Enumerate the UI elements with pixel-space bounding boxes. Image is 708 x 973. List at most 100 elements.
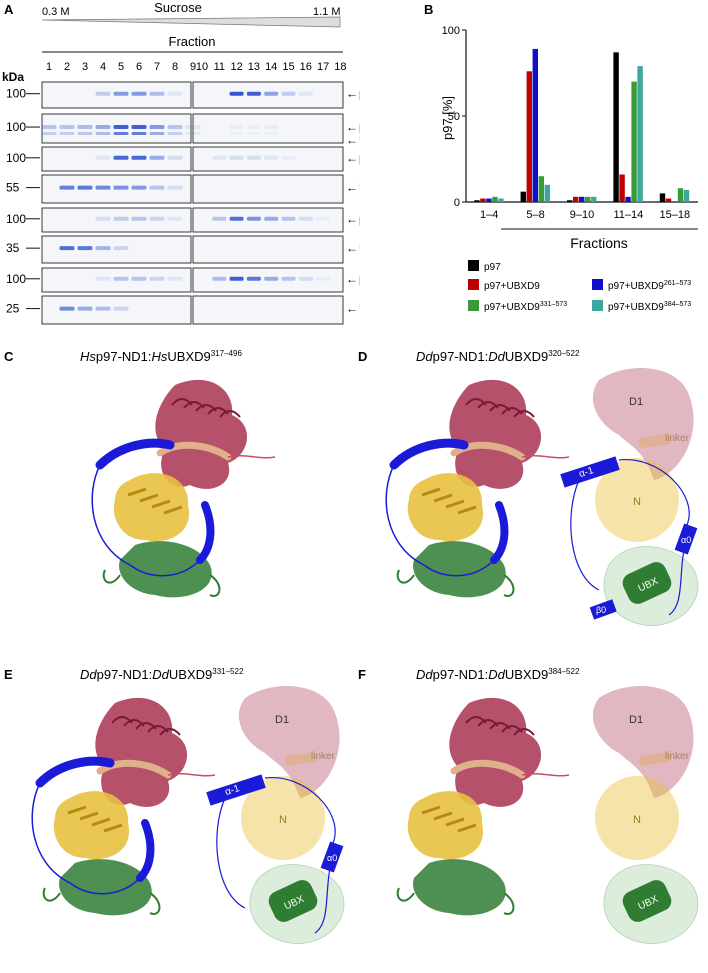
structure-title: Hsp97-ND1:HsUBXD9317–496	[80, 349, 242, 364]
gel-band	[264, 132, 279, 136]
bar	[683, 189, 690, 202]
beta0-label: β0	[596, 605, 606, 615]
ubx-domain-ribbon	[119, 541, 212, 598]
x-axis-label: Fractions	[570, 235, 628, 251]
bar	[526, 71, 532, 202]
n-strand	[103, 823, 123, 833]
gel-band	[77, 132, 93, 136]
kda-label: kDa	[2, 70, 24, 84]
alpha0-label: α0	[681, 535, 691, 545]
bar	[659, 193, 666, 202]
fraction-number: 4	[100, 61, 106, 73]
gel-band	[59, 125, 75, 130]
gel-row: 100 ←p97	[6, 146, 360, 172]
fraction-number: 1	[46, 61, 52, 73]
panel-letter: D	[358, 349, 367, 364]
gel-right	[192, 146, 344, 172]
bar	[498, 198, 504, 202]
band-label-2: UBXD9	[359, 133, 360, 147]
fraction-number: 8	[172, 61, 178, 73]
gel-row: 100 ←p97	[6, 207, 360, 233]
gel-right	[192, 113, 344, 144]
ubxd9-helix	[196, 501, 215, 564]
ubxd9-coil	[570, 459, 690, 616]
gel-band	[264, 125, 279, 130]
gel-band	[167, 132, 183, 136]
band-label: UBXD9261–573	[359, 180, 360, 195]
gel-left	[41, 267, 192, 293]
gel-row: 100 ←p97←UBXD9	[6, 113, 360, 147]
x-tick-label: 15–18	[660, 209, 691, 221]
bar	[492, 196, 498, 202]
band-arrow: ←	[346, 120, 358, 134]
ubx-box	[622, 562, 672, 604]
d1-strand	[513, 728, 535, 736]
fraction-number: 7	[154, 61, 160, 73]
bar	[544, 184, 550, 202]
n-strand	[139, 493, 159, 503]
legend-swatch	[592, 300, 603, 311]
gel-band	[95, 246, 111, 251]
n-strand	[433, 493, 453, 503]
gel-band	[246, 155, 261, 160]
ubx-box	[268, 880, 318, 922]
gel-band	[229, 155, 244, 160]
gel-left	[41, 146, 192, 172]
gel-band	[149, 276, 165, 281]
gel-right	[192, 174, 344, 204]
gel-band	[149, 185, 165, 190]
gel-band	[131, 132, 147, 136]
bar	[486, 198, 492, 202]
gel-band	[95, 185, 111, 190]
gel-band	[167, 216, 183, 221]
ubxd9-loop	[385, 464, 495, 577]
gel-band	[167, 185, 183, 190]
gel-band	[167, 276, 183, 281]
ubx-loop	[102, 569, 221, 597]
n-strand	[445, 817, 465, 827]
n-blob	[595, 776, 679, 860]
n-strand	[163, 505, 183, 515]
gel-band	[246, 91, 261, 96]
d1-blob	[592, 368, 694, 480]
fraction-number: 11	[214, 61, 225, 73]
gel-band	[113, 276, 129, 281]
gel-right	[192, 235, 344, 264]
ubx-loop	[396, 887, 515, 915]
n-strand	[151, 499, 171, 509]
y-tick-label: 50	[448, 111, 460, 123]
bar	[631, 81, 637, 202]
fraction-number: 3	[82, 61, 88, 73]
beta0-strand	[589, 599, 617, 620]
gel-band	[95, 91, 111, 96]
gel-band	[149, 132, 165, 136]
sucrose-gradient-wedge	[41, 16, 341, 28]
gel-band	[185, 125, 201, 130]
fraction-number: 2	[64, 61, 70, 73]
legend-entry: p97+UBXD9261–573	[608, 280, 691, 292]
alpha-m1-label: α-1	[578, 465, 596, 480]
d1-label: D1	[629, 714, 643, 726]
structure-title: Ddp97-ND1:DdUBXD9384–522	[416, 667, 580, 682]
alpha0-helix	[320, 841, 344, 873]
band-arrow: ←	[346, 87, 358, 101]
n-domain-ribbon	[53, 791, 130, 860]
gel-band	[167, 91, 183, 96]
gel-band	[149, 91, 165, 96]
gel-right	[192, 267, 344, 293]
gel-right	[192, 295, 344, 325]
alpha-m1-helix	[560, 456, 620, 488]
x-tick-label: 11–14	[614, 209, 644, 221]
fraction-number: 17	[317, 61, 329, 73]
linker-helix	[156, 441, 232, 461]
linker-shape	[284, 752, 318, 766]
d1-label: D1	[629, 396, 643, 408]
d1-strand	[159, 728, 181, 736]
gel-band	[264, 155, 279, 160]
n-domain-ribbon	[113, 473, 190, 542]
linker-helix	[96, 759, 172, 779]
linker-label: linker	[311, 751, 336, 762]
gel-band	[212, 155, 227, 160]
gel-band	[131, 125, 147, 130]
